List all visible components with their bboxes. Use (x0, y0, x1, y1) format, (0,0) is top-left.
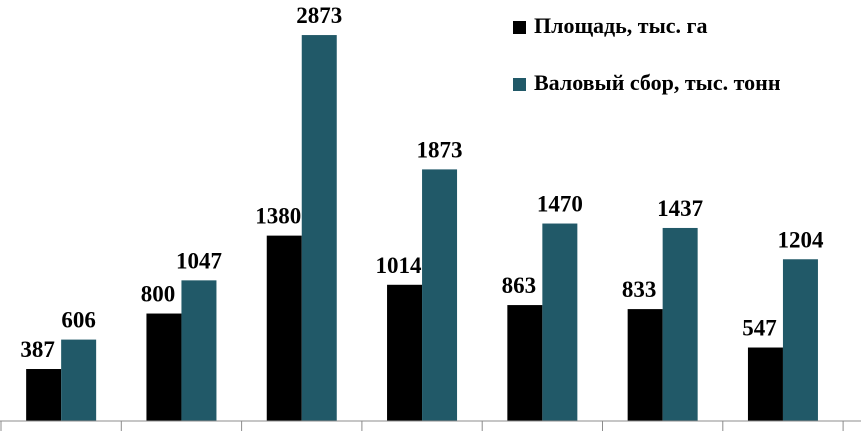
bar (301, 35, 337, 421)
data-label: 547 (742, 316, 777, 341)
legend-swatch (513, 21, 526, 34)
data-label: 1437 (657, 196, 703, 221)
bar (627, 309, 663, 421)
bar (507, 305, 543, 421)
data-label: 1014 (376, 253, 423, 278)
data-label: 1470 (537, 192, 583, 217)
bar (26, 369, 62, 421)
data-label: 1047 (176, 248, 222, 273)
bar (146, 313, 182, 421)
data-label: 1204 (777, 227, 824, 252)
bar (422, 169, 458, 421)
data-label: 833 (622, 277, 657, 302)
data-label: 606 (61, 308, 96, 333)
data-label: 1380 (255, 204, 301, 229)
legend-label: Валовый сбор, тыс. тонн (534, 70, 781, 95)
bar (662, 227, 698, 421)
data-label: 800 (141, 282, 176, 307)
bar (266, 235, 302, 421)
legend-label: Площадь, тыс. га (534, 13, 708, 38)
data-label: 2873 (296, 3, 342, 28)
bar (782, 259, 818, 421)
bar (542, 223, 578, 421)
data-label: 863 (502, 273, 537, 298)
legend-swatch (513, 78, 526, 91)
bar (747, 347, 783, 421)
data-label: 387 (20, 337, 55, 362)
bar (181, 280, 217, 421)
bar (387, 284, 423, 421)
bar (61, 339, 97, 421)
data-label: 1873 (417, 137, 463, 162)
